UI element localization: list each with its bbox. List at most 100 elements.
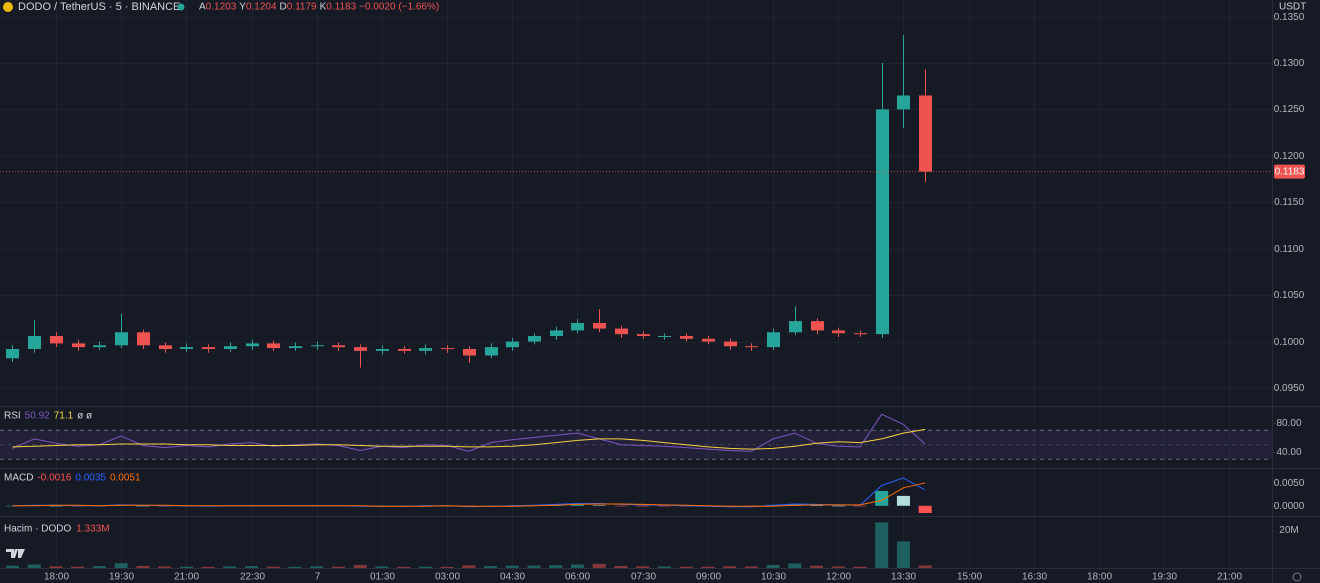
volume-bar xyxy=(701,566,715,568)
candle-body xyxy=(5,349,20,359)
candle-body xyxy=(766,332,781,348)
y-tick-label: 40.00 xyxy=(1276,447,1301,458)
x-tick-label: 12:00 xyxy=(826,572,851,583)
x-tick-label: 10:30 xyxy=(761,572,786,583)
last-price-label: 0.1183 xyxy=(1275,166,1305,177)
candle-body xyxy=(418,348,433,351)
volume-bar xyxy=(462,565,476,568)
x-tick-label: 7 xyxy=(315,572,321,583)
volume-bar xyxy=(179,566,193,568)
ohlc-label: Y xyxy=(239,2,246,13)
last-price-box xyxy=(1274,164,1305,179)
volume-bar xyxy=(853,566,867,568)
candle-body xyxy=(158,345,173,350)
tradingview-logo xyxy=(6,549,25,558)
candle-body xyxy=(875,109,890,335)
volume-bar xyxy=(201,566,215,568)
candle-body xyxy=(570,322,585,331)
volume-bar xyxy=(918,565,932,568)
currency: USDT xyxy=(1279,2,1306,13)
candle-body xyxy=(614,328,629,335)
candle-body xyxy=(71,343,86,348)
candle-body xyxy=(701,338,716,342)
x-tick-label: 07:30 xyxy=(631,572,656,583)
candle-body xyxy=(679,335,694,339)
volume-bar xyxy=(592,563,606,568)
x-tick-label: 19:30 xyxy=(1152,572,1177,583)
volume-bar xyxy=(92,566,106,568)
volume-bar xyxy=(549,565,563,568)
x-tick-label: 18:00 xyxy=(44,572,69,583)
ohlc-value: 0.1204 xyxy=(246,2,277,13)
x-tick-label: 04:30 xyxy=(500,572,525,583)
legend-value: 50.92 xyxy=(25,411,50,422)
candle-body xyxy=(440,348,455,350)
rsi-line xyxy=(12,428,926,450)
volume-bar xyxy=(288,566,302,568)
macd-histogram-bar xyxy=(831,505,845,507)
macd-histogram-bar xyxy=(592,505,606,506)
macd-histogram-bar xyxy=(636,505,650,507)
x-tick-label: 16:30 xyxy=(1022,572,1047,583)
legend-flags: ø ø xyxy=(77,411,92,422)
candle-body xyxy=(179,347,194,350)
x-tick-label: 22:30 xyxy=(240,572,265,583)
candle-body xyxy=(723,341,738,347)
macd-histogram-bar xyxy=(5,505,20,507)
candle-body xyxy=(484,347,499,356)
candle-body xyxy=(592,322,607,329)
x-tick-label: 13:30 xyxy=(891,572,916,583)
y-tick-label: 0.1150 xyxy=(1274,197,1304,208)
volume-bar xyxy=(788,563,802,568)
y-tick-label: 0.0050 xyxy=(1274,478,1305,489)
candle-body xyxy=(375,349,390,351)
candle-body xyxy=(657,335,672,337)
candle-body xyxy=(353,347,368,351)
volume-bar xyxy=(636,566,650,568)
candle-body xyxy=(527,335,542,342)
volume-bar xyxy=(657,566,671,568)
candle-body xyxy=(49,335,64,344)
volume-bar xyxy=(310,566,324,568)
candle-body xyxy=(288,346,303,349)
pane-title: RSI xyxy=(4,411,21,422)
legend-value: 71.1 xyxy=(54,411,74,422)
macd-histogram-bar xyxy=(896,495,910,506)
candle-body xyxy=(505,341,520,348)
volume-bar xyxy=(418,566,432,568)
candle-body xyxy=(27,335,42,350)
candle-body xyxy=(744,346,759,348)
ohlc-label: A xyxy=(199,2,206,13)
symbol: DODO / TetherUS · 5 · BINANCE xyxy=(18,1,180,13)
candle-body xyxy=(92,345,107,348)
volume-bar xyxy=(744,566,758,568)
volume-bar xyxy=(5,565,20,568)
candle-body xyxy=(810,321,825,331)
legend-value: 1.333M xyxy=(76,524,109,535)
symbol-icon xyxy=(3,2,13,12)
x-tick-label: 21:00 xyxy=(174,572,199,583)
volume-bar xyxy=(484,566,498,568)
macd-histogram-bar xyxy=(918,505,932,513)
macd-histogram-bar xyxy=(136,505,150,507)
candle-body xyxy=(397,349,412,351)
settings-icon[interactable] xyxy=(1292,572,1302,582)
macd-histogram-bar xyxy=(657,505,671,507)
volume-bar xyxy=(505,565,519,568)
volume-bar xyxy=(114,563,128,568)
volume-bar xyxy=(49,566,63,568)
candle-body xyxy=(266,343,281,349)
volume-bar xyxy=(331,566,345,568)
volume-bar xyxy=(245,566,259,568)
y-tick-label: 0.0950 xyxy=(1274,383,1305,394)
volume-bar xyxy=(158,566,172,568)
status-dot xyxy=(177,3,185,11)
ohlc-label: K xyxy=(320,2,327,13)
labels: 18:00 19:30 21:00 22:30 7 01:30 03:00 04:30 06:0… xyxy=(4,1,1306,583)
volume-bar xyxy=(440,566,454,568)
y-tick-label: 80.00 xyxy=(1276,418,1301,429)
volume-bar xyxy=(810,565,824,568)
x-tick-label: 06:00 xyxy=(565,572,590,583)
y-tick-label: 0.1200 xyxy=(1274,151,1305,162)
volume-bar xyxy=(766,564,780,568)
